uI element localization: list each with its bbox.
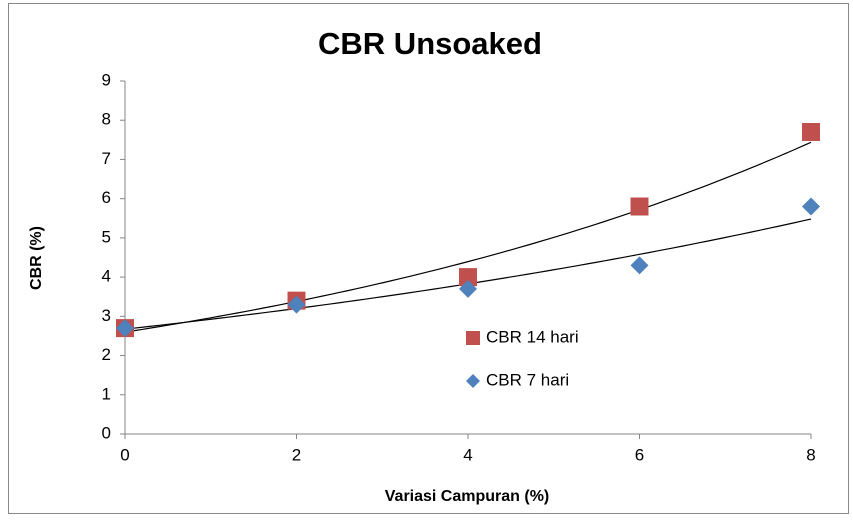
- marker: [630, 256, 649, 275]
- y-tick-label: 0: [102, 423, 111, 442]
- marker: [116, 319, 134, 338]
- chart-border: [8, 3, 849, 514]
- y-tick-label: 3: [102, 306, 111, 325]
- marker: [802, 197, 820, 216]
- y-tick-label: 7: [102, 149, 111, 168]
- trendline: [124, 141, 812, 333]
- marker: [802, 122, 820, 141]
- legend-label: CBR 7 hari: [486, 370, 569, 389]
- y-tick-label: 6: [102, 188, 111, 207]
- legend-symbol: [466, 331, 480, 345]
- x-axis-label: Variasi Campuran (%): [385, 488, 550, 505]
- marker: [287, 295, 306, 314]
- y-tick-label: 2: [102, 345, 111, 364]
- y-tick-label: 1: [102, 384, 111, 403]
- x-tick-label: 6: [635, 445, 644, 464]
- y-axis-label: CBR (%): [28, 226, 45, 290]
- x-tick-label: 0: [120, 445, 129, 464]
- y-tick-label: 8: [102, 110, 111, 129]
- x-tick-label: 4: [463, 445, 472, 464]
- y-tick-label: 5: [102, 227, 111, 246]
- x-tick-label: 2: [292, 445, 301, 464]
- chart-title: CBR Unsoaked: [318, 26, 542, 61]
- marker: [459, 279, 477, 298]
- marker: [630, 197, 649, 216]
- y-tick-label: 9: [102, 70, 111, 89]
- legend-label: CBR 14 hari: [486, 327, 579, 346]
- legend-symbol: [466, 374, 480, 388]
- x-tick-label: 8: [806, 445, 815, 464]
- y-tick-label: 4: [102, 267, 111, 286]
- marker: [459, 268, 477, 287]
